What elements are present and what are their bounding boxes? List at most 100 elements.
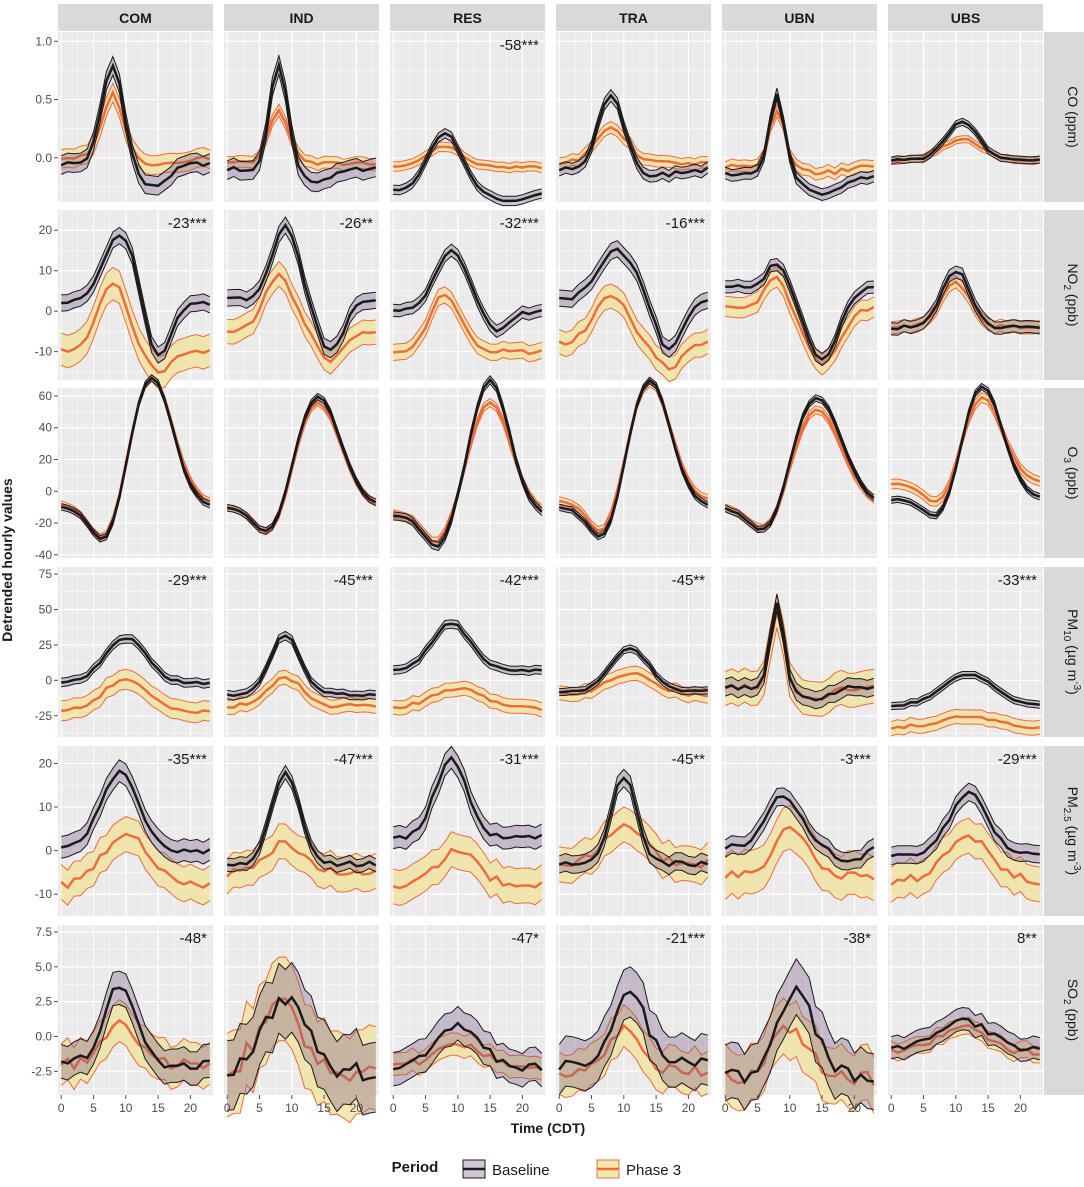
y-tick-label-O3: -20 — [35, 516, 53, 530]
ci-upper-phase3 — [60, 816, 211, 871]
y-tick-label-PM25: 0 — [45, 844, 52, 858]
y-tick-label-NO2: 0 — [45, 304, 52, 318]
panel-CO-TRA — [556, 32, 711, 202]
y-tick-label-PM10: 75 — [39, 567, 53, 581]
y-tick-label-PM25: 20 — [39, 756, 53, 770]
panel-PM10-UBN — [722, 567, 877, 737]
x-tick-label: 10 — [119, 1101, 133, 1115]
x-tick-label: 10 — [783, 1101, 797, 1115]
ci-band-phase3 — [61, 267, 210, 389]
ci-band-baseline — [559, 769, 708, 875]
panel-SO2-IND — [224, 925, 379, 1124]
y-tick-label-O3: 0 — [45, 484, 52, 498]
panel-O3-IND — [224, 388, 379, 558]
y-tick-label-SO2: 5.0 — [35, 960, 52, 974]
series-line-baseline — [891, 673, 1040, 708]
ci-upper-baseline — [61, 55, 210, 178]
significance-annotation: -47*** — [334, 751, 373, 768]
ci-upper-phase3 — [226, 956, 376, 1040]
ci-upper-phase3 — [393, 141, 542, 165]
y-tick-label-PM10: 0 — [45, 673, 52, 687]
series-line-phase3 — [393, 293, 543, 356]
ci-lower-phase3 — [226, 858, 377, 895]
x-tick-label: 10 — [285, 1101, 299, 1115]
significance-annotation: -33*** — [998, 572, 1037, 589]
ci-lower-phase3 — [891, 401, 1040, 507]
series-line-baseline — [226, 634, 376, 698]
significance-annotation: -3*** — [840, 751, 871, 768]
series-line-phase3 — [227, 107, 376, 167]
ci-upper-phase3 — [559, 665, 708, 690]
ci-upper-baseline — [891, 117, 1040, 158]
y-tick-label-NO2: -10 — [35, 345, 53, 359]
panel-background — [888, 567, 1043, 737]
series-line-baseline — [558, 776, 709, 868]
y-tick-label-SO2: 7.5 — [35, 925, 52, 939]
panel-background — [556, 567, 711, 737]
x-tick-label: 15 — [815, 1101, 829, 1115]
panel-SO2-UBS: 8** — [888, 925, 1043, 1095]
x-tick-label: 5 — [256, 1101, 263, 1115]
ci-band-baseline — [559, 89, 708, 183]
significance-annotation: -16*** — [666, 215, 705, 232]
ci-upper-baseline — [61, 226, 210, 348]
ci-upper-baseline — [891, 782, 1040, 848]
legend-title: Period — [392, 1159, 439, 1176]
y-tick-label-PM10: -25 — [35, 709, 53, 723]
significance-annotation: -32*** — [500, 215, 539, 232]
ci-band-phase3 — [393, 681, 542, 718]
y-tick-label-SO2: -2.5 — [31, 1064, 52, 1078]
panel-NO2-RES: -32*** — [390, 210, 545, 380]
panel-PM25-UBN: -3*** — [722, 746, 877, 916]
series-line-baseline — [60, 769, 211, 855]
ci-upper-baseline — [891, 265, 1040, 324]
significance-annotation: -45** — [672, 572, 706, 589]
series-line-baseline — [227, 222, 376, 352]
row-label-O3: O3 (ppb) — [1061, 446, 1081, 499]
ci-band-baseline — [725, 959, 874, 1111]
panel-CO-RES: -58*** — [390, 32, 545, 207]
y-tick-label-PM25: 10 — [39, 800, 53, 814]
panel-SO2-COM: -48* — [58, 925, 213, 1095]
series-line-baseline — [559, 247, 709, 351]
significance-annotation: -29*** — [998, 751, 1037, 768]
ci-lower-phase3 — [559, 679, 708, 704]
series-line-baseline — [558, 378, 709, 539]
series-line-baseline — [61, 637, 211, 686]
x-tick-label: 0 — [58, 1101, 65, 1115]
ci-lower-baseline — [61, 642, 210, 689]
series-line-baseline — [226, 60, 377, 184]
legend-label-phase3: Phase 3 — [626, 1162, 681, 1179]
series-line-baseline — [60, 376, 211, 541]
ci-band-baseline — [725, 88, 874, 201]
panel-PM25-IND: -47*** — [224, 746, 379, 916]
y-tick-label-PM10: 50 — [39, 603, 53, 617]
series-line-phase3 — [60, 832, 211, 890]
ci-lower-baseline — [891, 800, 1040, 866]
series-line-phase3 — [890, 834, 1041, 886]
x-tick-label: 5 — [422, 1101, 429, 1115]
series-line-baseline — [393, 622, 542, 673]
series-line-baseline — [891, 270, 1041, 331]
panel-NO2-TRA: -16*** — [556, 210, 711, 383]
ci-band-baseline — [891, 1007, 1040, 1062]
significance-annotation: -45** — [672, 751, 706, 768]
y-tick-label-SO2: 0.0 — [35, 1029, 52, 1043]
significance-annotation: -48* — [179, 930, 207, 947]
panel-O3-RES — [390, 374, 545, 558]
ci-band-phase3 — [393, 831, 542, 906]
series-line-phase3 — [393, 1042, 543, 1071]
ci-lower-phase3 — [558, 1045, 709, 1099]
ci-lower-baseline — [393, 255, 542, 339]
ci-lower-baseline — [559, 786, 708, 876]
series-line-phase3 — [558, 1023, 709, 1078]
panel-SO2-RES: -47* — [390, 925, 545, 1095]
ci-lower-phase3 — [61, 688, 210, 724]
ci-band-baseline — [891, 783, 1040, 865]
ci-upper-baseline — [227, 961, 376, 1047]
row-label-SO2: SO2 (ppb) — [1061, 979, 1081, 1041]
ci-upper-baseline — [725, 87, 874, 190]
ci-band-phase3 — [891, 1017, 1040, 1063]
ci-upper-phase3 — [891, 708, 1040, 722]
ci-upper-baseline — [724, 787, 875, 854]
